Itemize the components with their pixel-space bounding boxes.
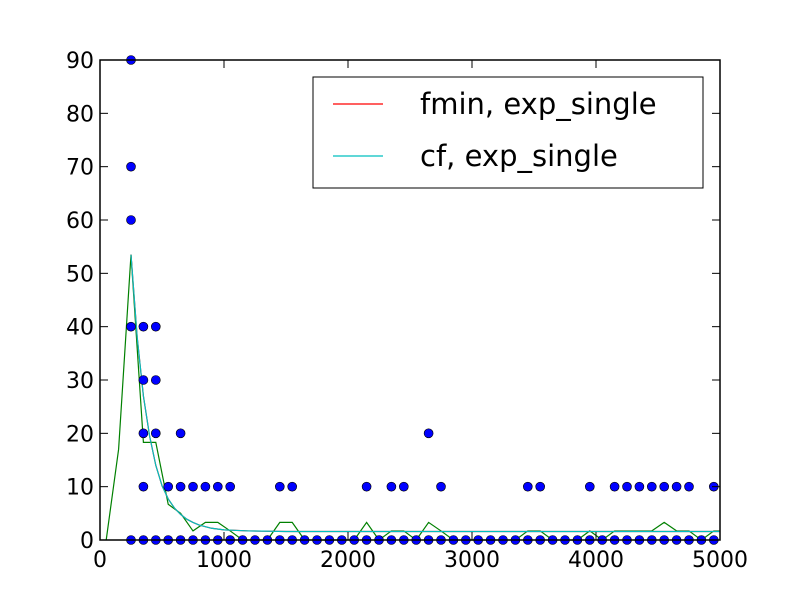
y-tick-label: 40 — [66, 316, 94, 341]
series-line-3 — [130, 254, 720, 533]
legend-label-cf: cf, exp_single — [420, 139, 618, 173]
y-tick-label: 70 — [66, 156, 94, 181]
axis-ticks: 0 1000 2000 3000 4000 5000 0 10 20 30 40 50 60 70 80 90 — [66, 49, 748, 573]
y-tick-label: 50 — [66, 262, 94, 287]
data-point — [398, 481, 409, 492]
data-point — [138, 375, 149, 385]
data-point — [213, 481, 223, 492]
data-point — [138, 481, 149, 492]
data-point — [175, 428, 186, 439]
legend-label-fmin: fmin, exp_single — [420, 87, 657, 121]
data-point — [138, 428, 149, 439]
data-point — [151, 321, 161, 332]
data-point — [138, 321, 149, 332]
data-point — [163, 481, 173, 492]
data-point — [175, 481, 186, 492]
data-point — [522, 481, 533, 492]
data-point — [151, 428, 161, 439]
data-point — [634, 481, 645, 492]
data-point — [423, 428, 434, 439]
axes-frame — [99, 59, 721, 541]
y-tick-label: 80 — [66, 102, 94, 127]
y-tick-label: 0 — [80, 529, 94, 554]
y-tick-label: 20 — [66, 422, 94, 447]
x-tick-label: 5000 — [692, 548, 748, 573]
data-point — [646, 481, 657, 492]
data-point — [151, 375, 161, 385]
y-tick-label: 90 — [66, 49, 94, 74]
data-point — [126, 215, 136, 225]
data-point — [126, 161, 136, 172]
data-point — [188, 481, 198, 492]
data-point — [436, 481, 446, 492]
data-point — [535, 481, 546, 492]
data-point — [584, 481, 595, 492]
y-tick-label: 10 — [66, 476, 94, 501]
data-point — [126, 321, 136, 332]
data-point — [671, 481, 682, 492]
legend: fmin, exp_single cf, exp_single — [312, 76, 704, 189]
data-point — [274, 481, 285, 492]
data-point — [622, 481, 632, 492]
data-point — [361, 481, 372, 492]
data-point — [200, 481, 211, 492]
legend-box — [312, 76, 704, 189]
data-point — [287, 481, 298, 492]
data-point — [386, 481, 397, 492]
x-tick-label: 3000 — [444, 548, 500, 573]
x-tick-label: 4000 — [568, 548, 624, 573]
y-tick-label: 60 — [66, 209, 94, 234]
x-tick-label: 0 — [93, 548, 107, 573]
data-point — [609, 481, 620, 492]
data-point — [659, 481, 670, 492]
x-tick-label: 2000 — [320, 548, 376, 573]
y-tick-label: 30 — [66, 369, 94, 394]
x-tick-label: 1000 — [196, 548, 252, 573]
data-point — [225, 481, 235, 492]
data-point — [684, 481, 694, 492]
